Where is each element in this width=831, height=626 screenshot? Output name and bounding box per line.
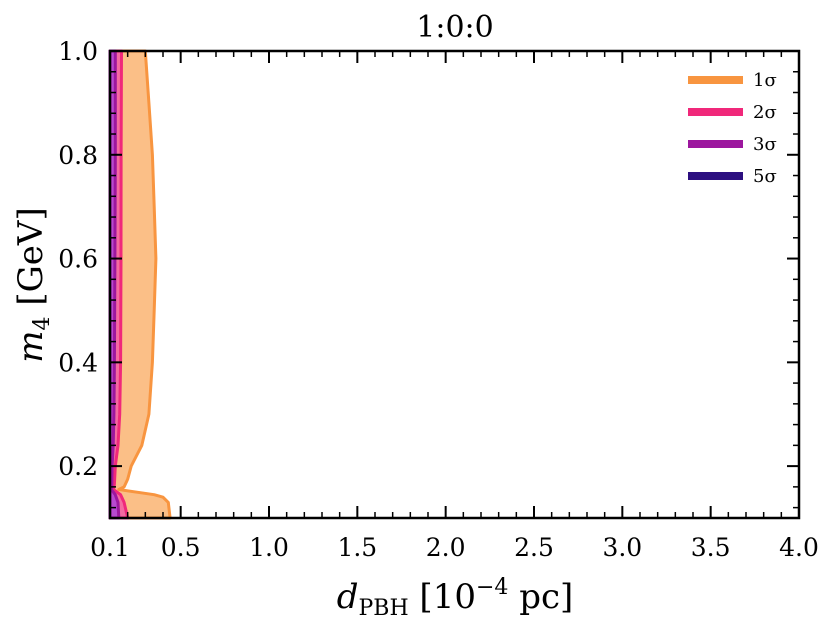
region-1-1sigma <box>108 49 172 520</box>
y-tick-label: 0.8 <box>58 141 98 170</box>
y-tick-label: 0.4 <box>58 348 98 377</box>
x-axis-label-rest-before: [10 <box>409 577 476 617</box>
y-tick-label: 0.2 <box>58 452 98 481</box>
legend-label-2sigma: 2σ <box>753 102 777 123</box>
x-tick-label: 2.5 <box>514 533 554 562</box>
x-axis-label-sup: −4 <box>476 575 508 600</box>
chart-title: 1:0:0 <box>416 10 493 45</box>
axis-tick-labels: 0.1 0.5 1.0 1.5 2.0 2.5 3.0 3.5 4.0 0.2 0.4 0.6 0.8 1… <box>58 37 819 562</box>
x-tick-label: 2.0 <box>426 533 466 562</box>
x-axis-label-main: d <box>337 577 359 617</box>
x-tick-label: 4.0 <box>779 533 819 562</box>
y-tick-label: 0.6 <box>58 245 98 274</box>
legend: 1σ 2σ 3σ 5σ <box>688 70 777 187</box>
y-axis-label-sub: 4 <box>30 316 55 330</box>
x-tick-label: 1.5 <box>337 533 377 562</box>
y-axis-label: m4 [GeV] <box>11 207 55 362</box>
plot-frame <box>108 49 801 520</box>
legend-label-1sigma: 1σ <box>753 70 777 91</box>
legend-label-3sigma: 3σ <box>753 134 777 155</box>
y-tick-label: 1.0 <box>58 37 98 66</box>
x-tick-label: 0.5 <box>161 533 201 562</box>
y-axis-label-main: m <box>11 330 51 362</box>
legend-label-5sigma: 5σ <box>753 166 777 187</box>
x-tick-label: 3.0 <box>602 533 642 562</box>
x-tick-label: 1.0 <box>249 533 289 562</box>
x-axis-label-rest-after: pc] <box>508 577 573 617</box>
x-tick-label: 3.5 <box>691 533 731 562</box>
x-axis-label: dPBH [10−4 pc] <box>337 575 574 621</box>
y-axis-label-rest: [GeV] <box>11 207 51 316</box>
x-tick-label: 0.1 <box>90 533 130 562</box>
x-axis-label-sub: PBH <box>358 596 408 621</box>
